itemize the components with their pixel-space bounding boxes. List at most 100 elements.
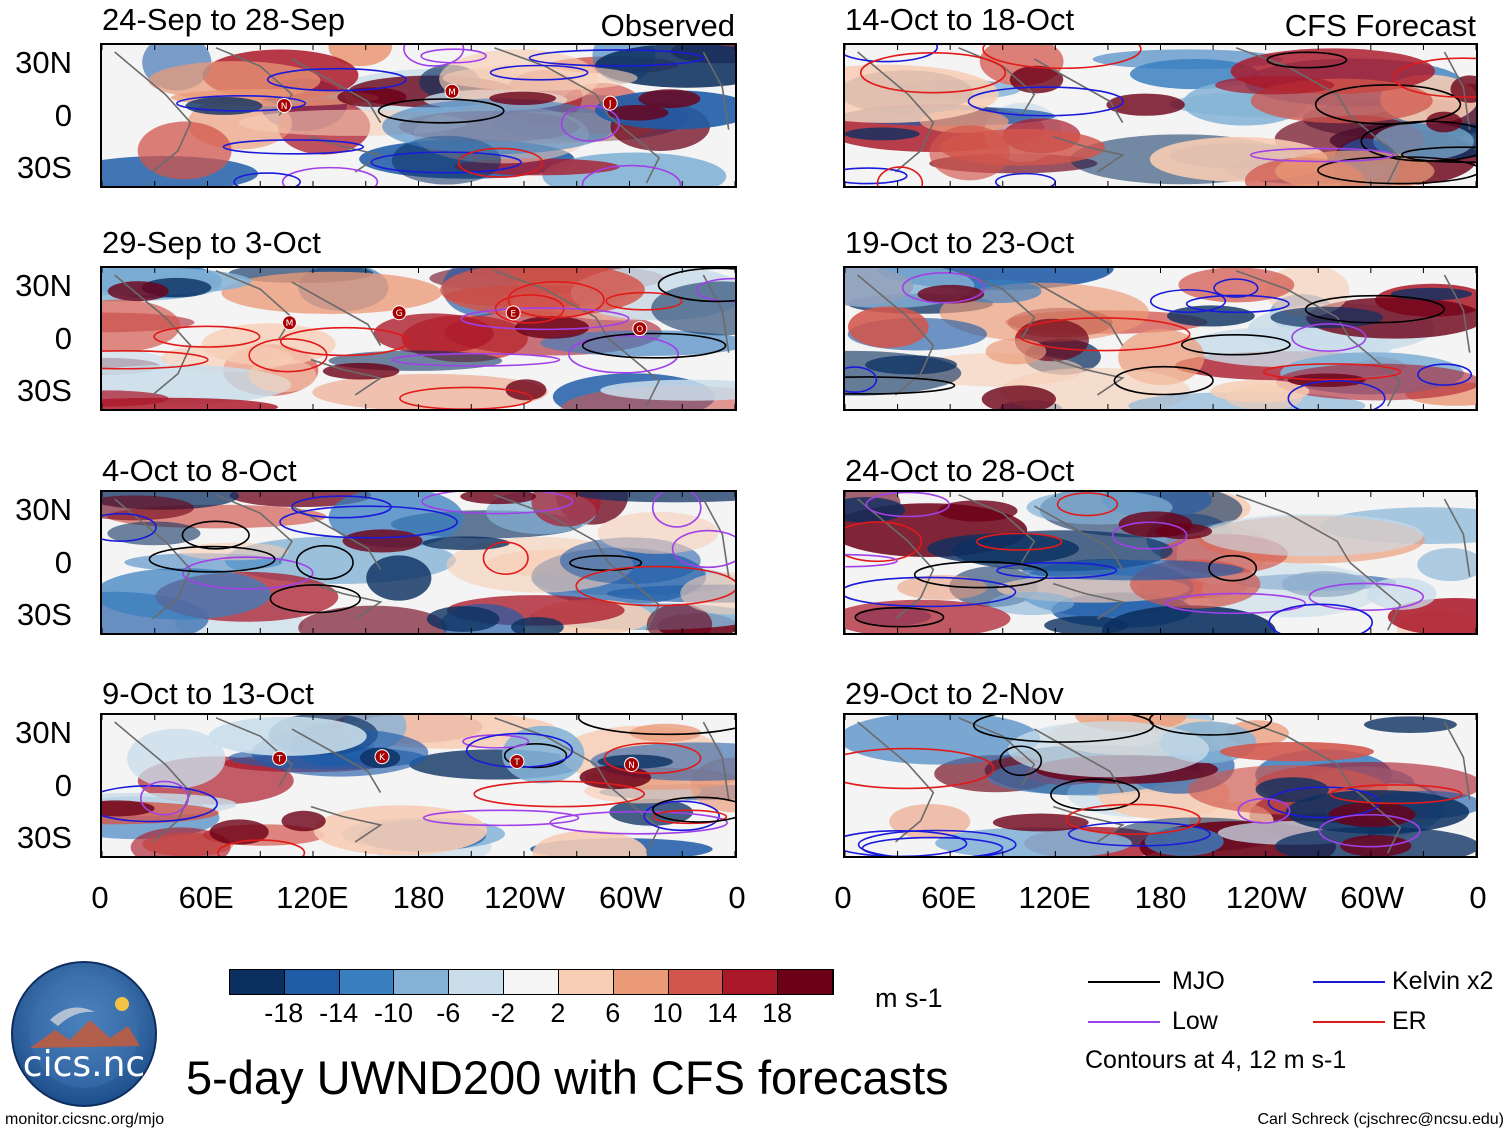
lat-tick-label: 30S (16, 820, 72, 856)
contour-line (1266, 51, 1348, 69)
lat-tick-label: 30N (15, 714, 72, 750)
lon-tick-label: 180 (392, 880, 445, 915)
wind-anomaly-core (505, 379, 547, 401)
coastline (702, 498, 730, 577)
contour-line (581, 164, 682, 186)
contour-line (581, 332, 727, 359)
contour-line (457, 147, 544, 178)
panel-title: 19-Oct to 23-Oct (845, 225, 1075, 260)
coastline (1235, 494, 1351, 563)
contour-line (975, 532, 1063, 551)
map-panel (843, 490, 1478, 635)
wind-anomaly-blob (1144, 827, 1224, 856)
contour-line (182, 556, 314, 590)
contour-line (657, 268, 735, 303)
contour-line (1165, 592, 1307, 615)
contour-line (845, 576, 1017, 608)
wind-anomaly-core (489, 91, 557, 106)
wind-anomaly-blob (313, 805, 488, 856)
coastline (1349, 114, 1402, 184)
colorbar-label: 2 (550, 998, 566, 1028)
wind-anomaly-blob (248, 358, 317, 393)
wind-anomaly-blob (845, 64, 999, 123)
wind-anomaly-core (917, 284, 985, 304)
contour-line (999, 745, 1043, 777)
colorbar-swatch (558, 970, 614, 994)
storm-marker: K (374, 749, 390, 765)
wind-anomaly-blob (1101, 605, 1277, 633)
coastline (857, 498, 935, 620)
contour-line (1291, 323, 1367, 352)
contour-line (845, 45, 939, 63)
contour-line (489, 64, 589, 81)
svg-text:O: O (636, 325, 643, 335)
contour-line (1180, 334, 1291, 356)
wind-anomaly-core (938, 500, 1018, 522)
contour-line (845, 747, 995, 790)
coastline (1033, 281, 1124, 346)
contour-line (859, 52, 1007, 94)
lon-tick-label: 0 (834, 880, 852, 915)
contour-line (1148, 715, 1273, 736)
colorbar-swatch (723, 970, 779, 994)
panel-title: 4-Oct to 8-Oct (102, 453, 297, 488)
lat-tick-label: 30S (16, 150, 72, 186)
map-panel (843, 713, 1478, 858)
storm-marker: T (272, 750, 288, 766)
coastline (1235, 47, 1351, 116)
map-panel: M G E O (100, 266, 737, 411)
coastline (607, 114, 661, 184)
contour-line (982, 45, 1142, 70)
wind-anomaly-blob (137, 121, 232, 180)
coastline (494, 47, 610, 116)
contour-line (1268, 603, 1373, 633)
lon-tick-label: 60E (178, 880, 234, 915)
footer-url[interactable]: monitor.cicsnc.org/mjo (5, 1111, 165, 1128)
lat-tick-label: 30N (15, 44, 72, 80)
coastline (494, 494, 610, 563)
wind-anomaly-blob (298, 605, 448, 633)
contour-line (1185, 294, 1290, 314)
contour-line (1304, 294, 1445, 324)
colorbar-swatch (230, 970, 285, 994)
contour-line (1318, 813, 1421, 848)
contour-line (370, 151, 522, 174)
wind-anomaly-blob (1092, 49, 1283, 70)
footer-author: Carl Schreck (cjschrec@ncsu.edu) (1257, 1111, 1504, 1128)
contour-line (1149, 289, 1227, 314)
wind-anomaly-blob (929, 125, 1010, 181)
colorbar (229, 969, 834, 995)
storm-marker: N (276, 97, 292, 113)
svg-text:E: E (510, 309, 516, 319)
contour-line (1237, 797, 1291, 824)
contour-line (102, 785, 218, 823)
legend-swatch-line (1088, 1021, 1160, 1023)
coastline (702, 721, 730, 800)
coastline (1033, 728, 1124, 793)
coastline (114, 51, 192, 173)
legend-label: Low (1172, 1007, 1218, 1035)
lon-tick-label: 0 (91, 880, 109, 915)
colorbar-swatch (613, 970, 669, 994)
wind-anomaly-blob (597, 511, 719, 554)
lat-tick-label: 0 (54, 97, 72, 133)
wind-anomaly-core (342, 529, 423, 553)
contour-line (217, 839, 306, 856)
logo-text: cics.nc (22, 1044, 146, 1085)
panel-title: 29-Oct to 2-Nov (845, 676, 1064, 711)
map-panel (843, 266, 1478, 411)
wind-anomaly-blob (1275, 150, 1435, 186)
contour-line (845, 167, 908, 185)
wind-anomaly-blob (1276, 363, 1476, 401)
contour-line (420, 48, 487, 64)
coastline (1052, 358, 1125, 396)
svg-text:J: J (608, 100, 612, 110)
colorbar-swatch (504, 970, 559, 994)
contour-line (861, 836, 1004, 856)
panel-title: 9-Oct to 13-Oct (102, 676, 314, 711)
colorbar-swatch (778, 970, 833, 994)
wind-anomaly-core (337, 87, 407, 107)
contour-line (605, 291, 683, 311)
colorbar-label: 10 (652, 998, 683, 1028)
